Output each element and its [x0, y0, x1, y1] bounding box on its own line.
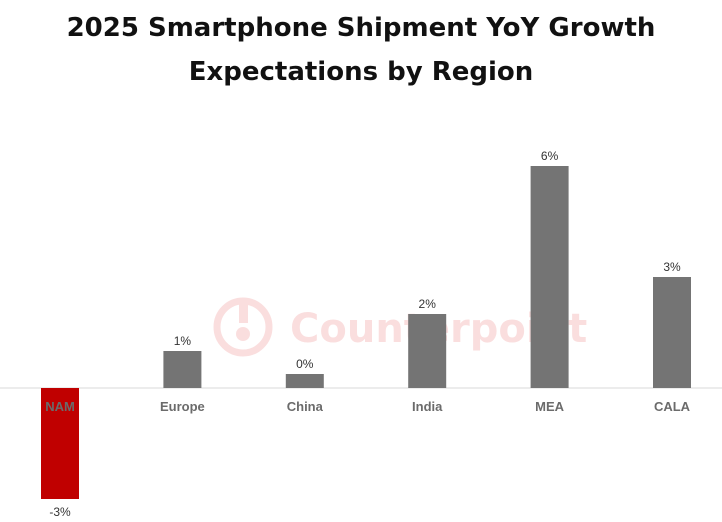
bar-india [408, 314, 447, 388]
value-label-mea: 6% [541, 149, 559, 163]
category-label-china: China [287, 399, 324, 414]
counterpoint-logo-icon [213, 297, 273, 357]
category-label-mea: MEA [535, 399, 565, 414]
chart-title: 2025 Smartphone Shipment YoY Growth Expe… [0, 6, 722, 94]
value-label-nam: -3% [49, 505, 71, 519]
chart-title-line-2: Expectations by Region [188, 57, 534, 87]
category-label-cala: CALA [654, 399, 691, 414]
bar-europe [163, 351, 202, 388]
value-label-europe: 1% [174, 334, 192, 348]
bar-nam [41, 388, 79, 499]
category-label-europe: Europe [160, 399, 205, 414]
category-label-nam: NAM [45, 399, 75, 414]
value-label-china: 0% [296, 357, 314, 371]
bar-cala [653, 277, 691, 388]
value-label-cala: 3% [663, 260, 681, 274]
bar-china [285, 374, 324, 388]
bar-mea [530, 166, 569, 388]
chart-title-line-1: 2025 Smartphone Shipment YoY Growth [66, 13, 656, 43]
value-label-india: 2% [419, 297, 437, 311]
category-label-india: India [412, 399, 443, 414]
